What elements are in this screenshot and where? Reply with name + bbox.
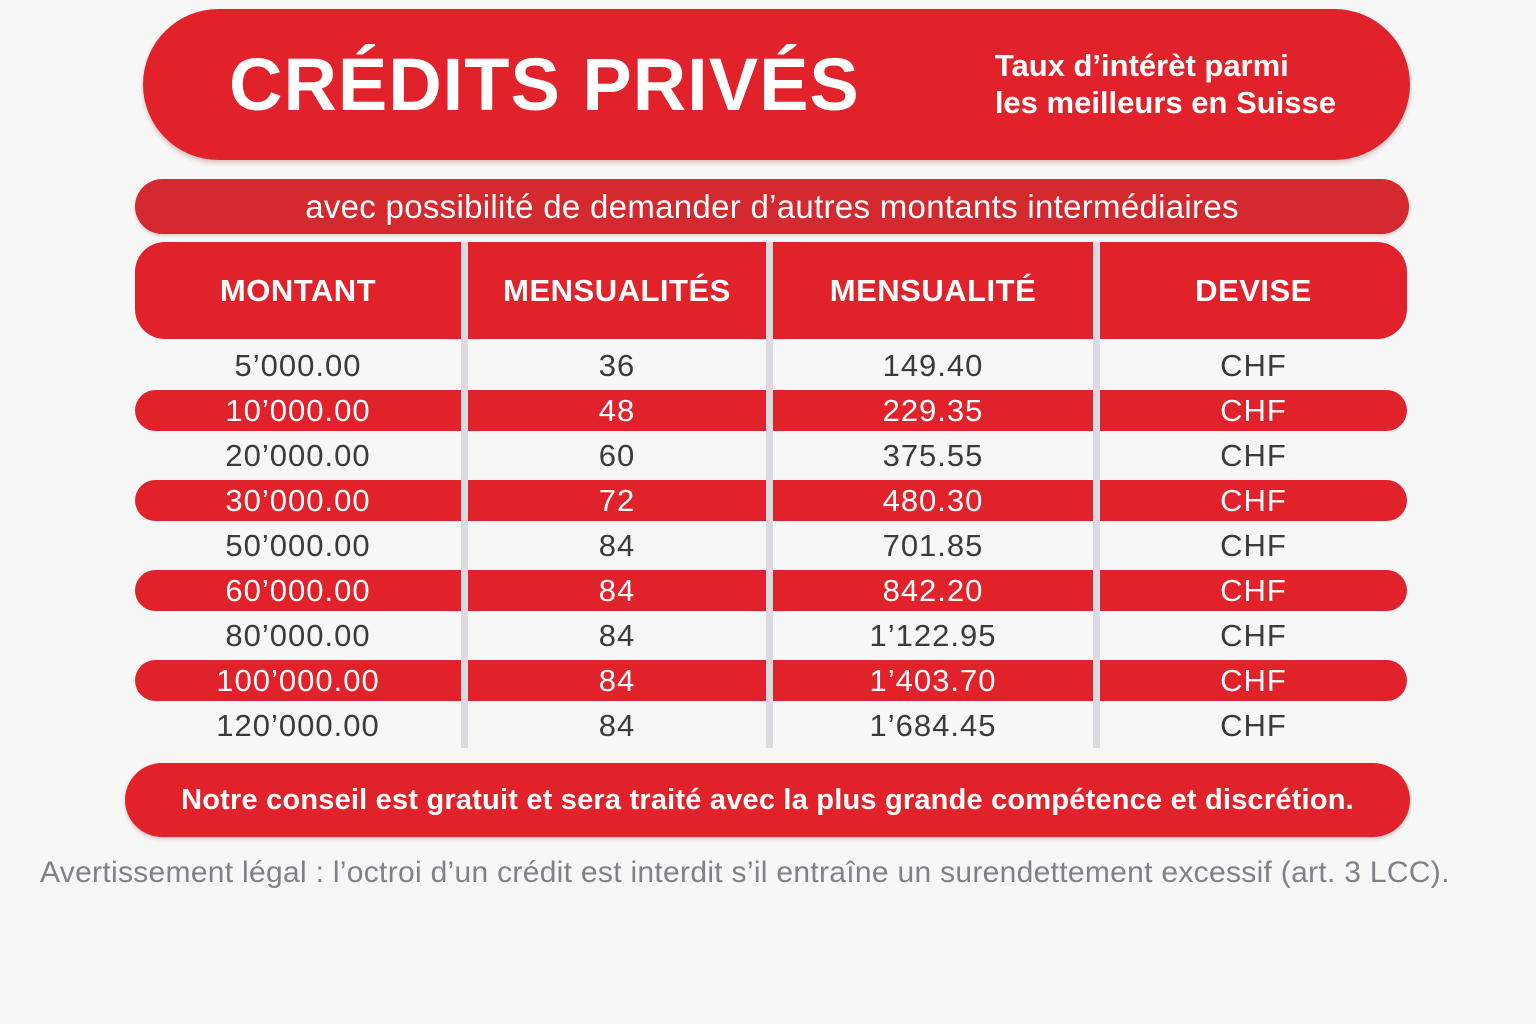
cell-mensualite: 1’403.70: [773, 660, 1093, 701]
tagline-line2: les meilleurs en Suisse: [994, 84, 1336, 120]
column-separator: [766, 242, 773, 748]
cell-mensualite: 701.85: [882, 527, 984, 563]
cell-devise: CHF: [1220, 527, 1287, 563]
cell-mensualites: 60: [598, 437, 636, 473]
cell-montant: 120’000.00: [216, 707, 380, 743]
cell-montant: 5’000.00: [234, 347, 362, 383]
cell-devise: CHF: [1220, 347, 1287, 383]
cell-devise: CHF: [1220, 707, 1287, 743]
cell-montant: 10’000.00: [135, 390, 461, 431]
table-row: 20’000.00 60 375.55 CHF: [135, 433, 1407, 478]
column-separator: [1093, 242, 1100, 748]
cell-devise: CHF: [1100, 570, 1407, 611]
cell-montant: 60’000.00: [135, 570, 461, 611]
cell-mensualite: 480.30: [773, 480, 1093, 521]
cell-mensualites: 84: [468, 660, 766, 701]
cell-devise: CHF: [1100, 480, 1407, 521]
cell-montant: 50’000.00: [225, 527, 371, 563]
column-separator: [461, 242, 468, 748]
page-title: CRÉDITS PRIVÉS: [229, 43, 860, 126]
cell-mensualites: 84: [598, 617, 636, 653]
column-header-mensualite: MENSUALITÉ: [773, 242, 1093, 339]
cell-mensualite: 375.55: [882, 437, 984, 473]
table-row: 5’000.00 36 149.40 CHF: [135, 343, 1407, 388]
cell-mensualites: 48: [468, 390, 766, 431]
cell-mensualites: 84: [598, 527, 636, 563]
sub-banner-text: avec possibilité de demander d’autres mo…: [305, 187, 1239, 225]
table-header-row: MONTANT MENSUALITÉS MENSUALITÉ DEVISE: [135, 242, 1407, 339]
tagline-line1: Taux d’intérèt parmi: [994, 47, 1289, 83]
footer-banner: Notre conseil est gratuit et sera traité…: [125, 763, 1410, 837]
cell-mensualites: 84: [468, 570, 766, 611]
table-row: 10’000.00 48 229.35 CHF: [135, 388, 1407, 433]
column-header-mensualites: MENSUALITÉS: [468, 242, 766, 339]
table-row: 50’000.00 84 701.85 CHF: [135, 523, 1407, 568]
cell-montant: 20’000.00: [225, 437, 371, 473]
cell-mensualite: 842.20: [773, 570, 1093, 611]
cell-devise: CHF: [1220, 437, 1287, 473]
footer-banner-text: Notre conseil est gratuit et sera traité…: [181, 783, 1354, 816]
table-row: 30’000.00 72 480.30 CHF: [135, 478, 1407, 523]
cell-mensualite: 1’122.95: [869, 617, 997, 653]
column-header-montant: MONTANT: [135, 242, 461, 339]
cell-mensualite: 229.35: [773, 390, 1093, 431]
table-body: 5’000.00 36 149.40 CHF 10’000.00 48 229.…: [135, 343, 1407, 748]
cell-montant: 30’000.00: [135, 480, 461, 521]
table-row: 80’000.00 84 1’122.95 CHF: [135, 613, 1407, 658]
cell-mensualites: 84: [598, 707, 636, 743]
cell-montant: 80’000.00: [225, 617, 371, 653]
table-row: 60’000.00 84 842.20 CHF: [135, 568, 1407, 613]
top-banner: CRÉDITS PRIVÉS Taux d’intérèt parmi les …: [143, 9, 1410, 160]
legal-disclaimer: Avertissement légal : l’octroi d’un créd…: [40, 856, 1450, 889]
cell-devise: CHF: [1100, 660, 1407, 701]
cell-montant: 100’000.00: [135, 660, 461, 701]
tagline: Taux d’intérèt parmi les meilleurs en Su…: [995, 48, 1336, 121]
credit-table: MONTANT MENSUALITÉS MENSUALITÉ DEVISE 5’…: [135, 242, 1407, 748]
column-header-devise: DEVISE: [1100, 242, 1407, 339]
cell-devise: CHF: [1220, 617, 1287, 653]
cell-mensualite: 1’684.45: [869, 707, 997, 743]
cell-mensualites: 72: [468, 480, 766, 521]
sub-banner: avec possibilité de demander d’autres mo…: [135, 179, 1409, 234]
cell-mensualites: 36: [598, 347, 636, 383]
cell-devise: CHF: [1100, 390, 1407, 431]
table-row: 120’000.00 84 1’684.45 CHF: [135, 703, 1407, 748]
table-row: 100’000.00 84 1’403.70 CHF: [135, 658, 1407, 703]
cell-mensualite: 149.40: [882, 347, 984, 383]
